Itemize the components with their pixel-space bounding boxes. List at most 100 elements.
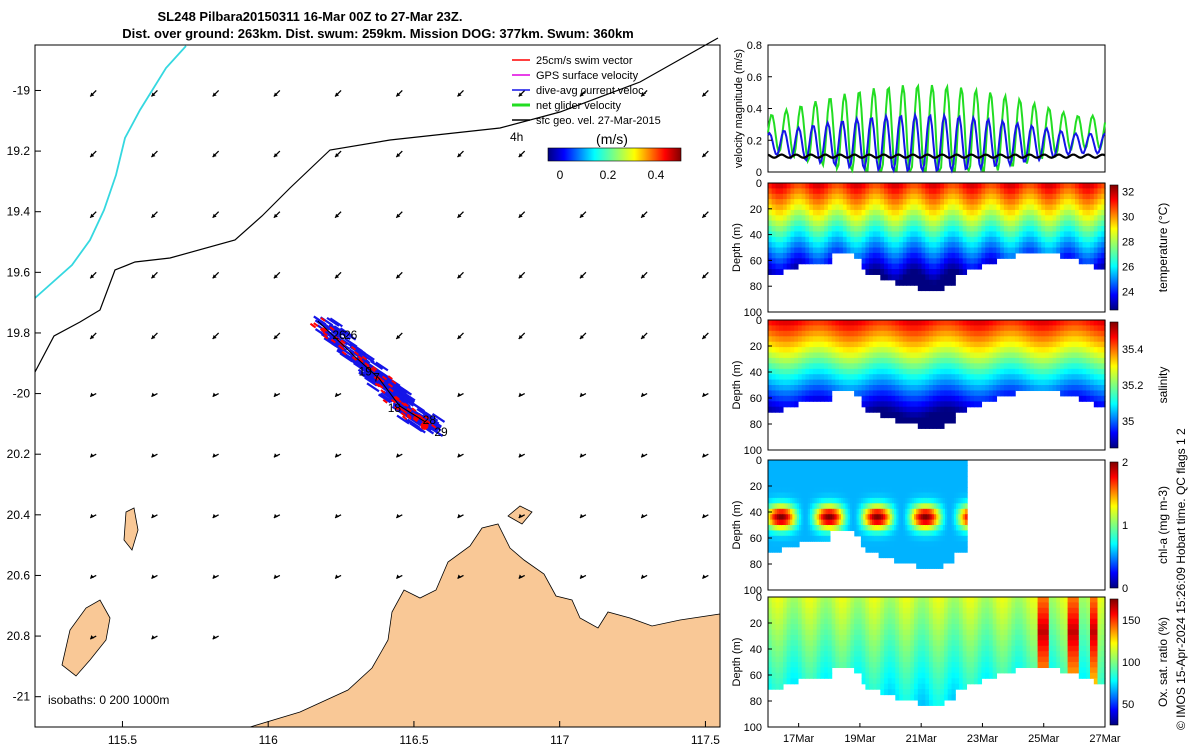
heatmap-cell <box>955 188 960 195</box>
heatmap-cell <box>1101 236 1106 243</box>
heatmap-cell <box>973 357 979 364</box>
heatmap-cell <box>932 406 938 413</box>
heatmap-cell <box>884 215 889 222</box>
heatmap-cell <box>947 460 951 467</box>
heatmap-cell <box>852 508 855 515</box>
heatmap-cell <box>959 247 964 254</box>
heatmap-cell <box>776 497 780 504</box>
heatmap-cell <box>1011 336 1016 343</box>
heatmap-cell <box>880 535 884 542</box>
heatmap-cell <box>876 215 881 222</box>
heatmap-cell <box>921 320 926 327</box>
heatmap-cell <box>936 220 941 227</box>
legend-label: dive-avg current veloc. <box>536 85 647 97</box>
heatmap-cell <box>770 460 774 467</box>
heatmap-cell <box>900 530 904 537</box>
heatmap-cell <box>895 412 900 419</box>
heatmap-cell <box>933 519 937 526</box>
heatmap-cell <box>798 368 803 375</box>
heatmap-cell <box>846 357 851 364</box>
heatmap-cell <box>805 519 809 526</box>
heatmap-cell <box>842 385 848 392</box>
heatmap-cell <box>816 209 822 216</box>
heatmap-cell <box>867 508 871 515</box>
heatmap-cell <box>861 263 866 270</box>
heatmap-cell <box>1101 395 1106 402</box>
heatmap-cell <box>985 357 990 364</box>
heatmap-cell <box>779 231 784 238</box>
heatmap-cell <box>854 193 859 200</box>
heatmap-cell <box>891 347 896 354</box>
heatmap-cell <box>865 385 870 392</box>
heatmap-cell <box>776 508 780 515</box>
heatmap-cell <box>1063 188 1069 195</box>
heatmap-cell <box>869 503 873 510</box>
heatmap-cell <box>920 535 924 542</box>
heatmap-cell <box>876 357 881 364</box>
heatmap-cell <box>1097 231 1102 238</box>
heatmap-cell <box>887 320 893 327</box>
heatmap-cell <box>830 481 833 488</box>
heatmap-cell <box>988 220 994 227</box>
heatmap-cell <box>799 530 802 537</box>
heatmap-cell <box>940 258 945 265</box>
heatmap-cell <box>1075 199 1080 206</box>
heatmap-cell <box>885 552 889 559</box>
heatmap-cell <box>1101 401 1106 408</box>
heatmap-cell <box>835 352 840 359</box>
heatmap-cell <box>779 374 784 381</box>
heatmap-cell <box>798 247 803 254</box>
heatmap-cell <box>899 247 904 254</box>
heatmap-cell <box>906 274 911 281</box>
heatmap-cell <box>944 320 949 327</box>
heatmap-cell <box>771 188 777 195</box>
heatmap-cell <box>940 557 944 564</box>
day-label: 26 <box>344 328 358 342</box>
heatmap-cell <box>798 325 803 332</box>
heatmap-cell <box>857 347 863 354</box>
heatmap-cell <box>865 514 869 521</box>
heatmap-cell <box>1000 330 1005 337</box>
heatmap-cell <box>945 530 948 537</box>
heatmap-cell <box>1078 368 1084 375</box>
heatmap-cell <box>816 503 820 510</box>
y-tick-label: 100 <box>744 307 762 319</box>
heatmap-cell <box>846 336 851 343</box>
heatmap-cell <box>790 183 795 189</box>
heatmap-cell <box>816 199 822 206</box>
heatmap-cell <box>1022 330 1027 337</box>
heatmap-cell <box>940 336 945 343</box>
heatmap-cell <box>891 552 895 559</box>
heatmap-cell <box>925 357 930 364</box>
heatmap-cell <box>936 465 940 472</box>
velocity-arrowhead <box>641 453 646 458</box>
heatmap-cell <box>947 552 951 559</box>
heatmap-cell <box>884 236 889 243</box>
heatmap-cell <box>929 519 933 526</box>
heatmap-cell <box>970 390 975 397</box>
heatmap-cell <box>936 401 941 408</box>
heatmap-cell <box>827 220 833 227</box>
heatmap-cell <box>1018 330 1024 337</box>
heatmap-cell <box>834 519 838 526</box>
heatmap-cell <box>959 336 964 343</box>
heatmap-cell <box>902 406 908 413</box>
heatmap-cell <box>966 368 971 375</box>
heatmap-cell <box>891 385 896 392</box>
heatmap-cell <box>1022 385 1027 392</box>
heatmap-cell <box>1067 379 1072 386</box>
heatmap-cell <box>818 492 822 499</box>
heatmap-cell <box>794 188 799 195</box>
heatmap-cell <box>951 320 956 327</box>
heatmap-cell <box>903 492 906 499</box>
heatmap-cell <box>836 481 840 488</box>
heatmap-cell <box>798 209 803 216</box>
heatmap-cell <box>938 460 942 467</box>
heatmap-cell <box>801 395 807 402</box>
heatmap-cell <box>872 460 875 467</box>
heatmap-cell <box>1071 347 1076 354</box>
heatmap-cell <box>1007 226 1012 232</box>
heatmap-cell <box>891 368 896 375</box>
heatmap-cell <box>842 347 848 354</box>
heatmap-cell <box>872 231 878 238</box>
